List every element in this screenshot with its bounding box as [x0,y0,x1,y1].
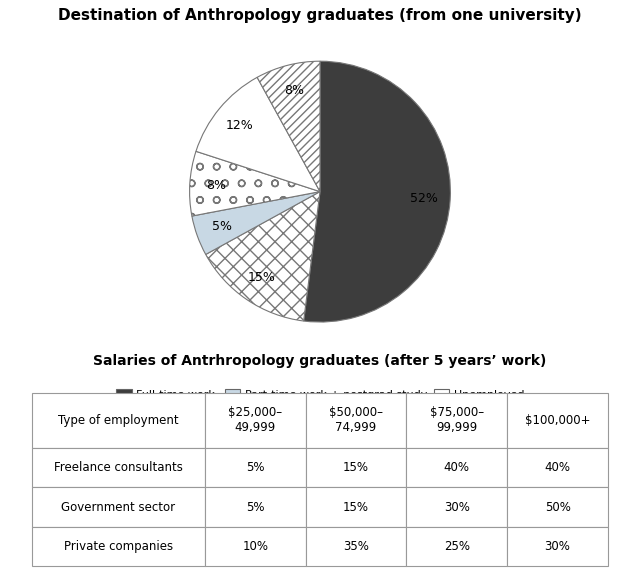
Text: Salaries of Antrhropology graduates (after 5 years’ work): Salaries of Antrhropology graduates (aft… [93,354,547,368]
Text: 8%: 8% [206,178,226,192]
Wedge shape [205,192,320,321]
Wedge shape [257,61,320,192]
Wedge shape [189,152,320,216]
Text: 12%: 12% [226,118,253,132]
Title: Destination of Anthropology graduates (from one university): Destination of Anthropology graduates (f… [58,8,582,23]
Text: 8%: 8% [284,84,304,97]
Legend: Full-time work, Part-time work, Part-time work + postgrad study, Full-time postg: Full-time work, Part-time work, Part-tim… [111,384,529,421]
Wedge shape [192,192,320,255]
Wedge shape [303,61,451,322]
Text: 52%: 52% [410,192,438,205]
Text: 5%: 5% [212,220,232,233]
Wedge shape [196,77,320,192]
Text: 15%: 15% [248,271,275,284]
